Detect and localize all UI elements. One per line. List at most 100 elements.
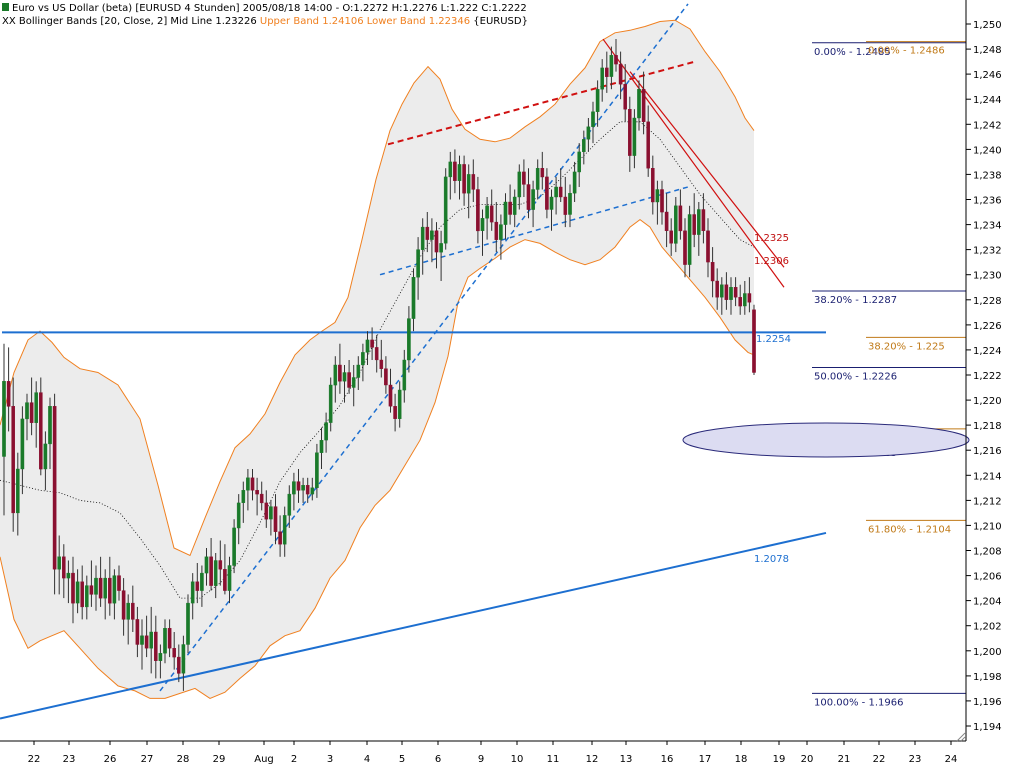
candle-body <box>453 161 457 181</box>
date-tick-label: 24 <box>945 754 958 765</box>
candle <box>563 176 568 228</box>
candle <box>733 277 738 307</box>
candle-body <box>489 205 494 223</box>
candle-body <box>729 287 733 300</box>
trendlines-layer[interactable] <box>0 3 827 720</box>
candle <box>430 218 434 263</box>
candle <box>186 594 190 654</box>
candle <box>94 565 98 611</box>
candle-body <box>512 196 517 215</box>
candle-body <box>637 88 641 119</box>
candle <box>57 535 61 595</box>
candle <box>724 272 729 310</box>
candle <box>558 168 563 202</box>
candle-body <box>351 377 356 388</box>
candle <box>144 615 149 658</box>
candle-body <box>692 214 696 235</box>
candle-body <box>577 151 581 173</box>
candle-body <box>586 126 591 140</box>
candle <box>591 101 595 144</box>
target-ellipse[interactable] <box>682 422 970 458</box>
candle <box>218 540 223 586</box>
candle-body <box>710 262 715 282</box>
candle-body <box>333 364 338 386</box>
candle-body <box>121 590 126 620</box>
candle-body <box>374 347 379 361</box>
candle-body <box>595 88 600 112</box>
candle <box>370 327 374 360</box>
downtrend-line-2[interactable] <box>629 71 785 268</box>
candle-body <box>384 368 388 386</box>
candle <box>485 197 489 240</box>
candle <box>310 477 315 501</box>
candle <box>282 506 287 557</box>
candle-body <box>526 184 531 210</box>
candle <box>98 556 103 607</box>
candle-body <box>743 293 747 307</box>
candle <box>384 356 388 394</box>
fib-navy-label: 38.20% - 1.2287 <box>814 295 897 306</box>
candle-body <box>6 381 11 407</box>
candle-body <box>296 481 301 491</box>
candle <box>319 427 324 469</box>
candle <box>126 594 130 645</box>
candle-body <box>324 422 328 441</box>
candle-body <box>623 83 627 110</box>
candle-body <box>499 224 503 240</box>
candle <box>232 519 236 574</box>
rising-support-line[interactable] <box>0 531 827 720</box>
candle <box>374 334 379 373</box>
candle <box>172 632 177 670</box>
candle <box>365 331 370 365</box>
date-tick-label: 28 <box>177 754 190 765</box>
candle-body <box>701 209 706 231</box>
candle-body <box>2 381 6 457</box>
candle <box>568 184 572 228</box>
candle <box>646 105 650 177</box>
date-tick-label: 27 <box>141 754 154 765</box>
candle <box>361 343 365 382</box>
candle <box>453 149 457 194</box>
candle-body <box>328 384 333 423</box>
date-tick-label: 9 <box>478 754 484 765</box>
candle <box>489 189 494 231</box>
candle <box>517 164 522 210</box>
candle-body <box>448 161 453 178</box>
candle-body <box>370 339 374 348</box>
candle-body <box>80 581 84 608</box>
candle <box>738 284 742 315</box>
candle <box>181 635 186 691</box>
candle-body <box>130 602 135 620</box>
candle <box>710 247 715 298</box>
candle <box>379 339 384 378</box>
candle-body <box>356 364 361 378</box>
candle-body <box>43 443 48 470</box>
candle <box>246 469 250 511</box>
candle <box>66 560 71 604</box>
price-tick-label: 1,234 <box>973 221 1002 232</box>
level-label: 1.2306 <box>754 256 789 267</box>
candle-body <box>397 389 402 419</box>
candle-body <box>209 556 213 586</box>
candle-body <box>618 63 623 85</box>
candle-body <box>393 406 397 419</box>
price-tick-label: 1,222 <box>973 371 1002 382</box>
candle <box>572 161 577 202</box>
candle-body <box>34 392 38 423</box>
candle <box>117 565 121 601</box>
candle-body <box>94 577 98 595</box>
candle-body <box>425 226 430 240</box>
resize-grip-icon[interactable] <box>956 732 966 742</box>
candle-body <box>420 226 425 250</box>
candle-body <box>439 243 443 253</box>
candle-body <box>75 581 80 604</box>
dashed-uptrend-line[interactable] <box>159 3 689 692</box>
candle-body <box>678 205 683 232</box>
candle <box>388 368 393 413</box>
candle-body <box>462 164 466 194</box>
candle-body <box>232 527 236 566</box>
price-tick-label: 1,226 <box>973 321 1002 332</box>
downtrend-line-1[interactable] <box>602 38 785 288</box>
candle-body <box>591 111 595 127</box>
